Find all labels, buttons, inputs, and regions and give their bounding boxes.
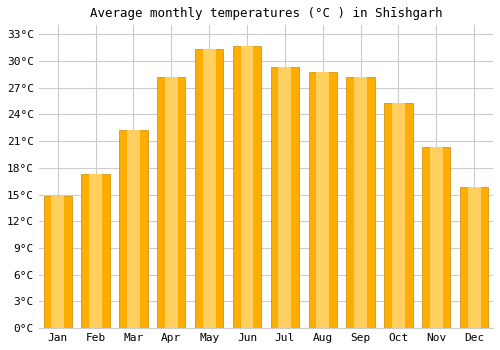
Bar xyxy=(233,46,261,328)
Bar xyxy=(346,77,375,328)
Bar xyxy=(157,77,186,328)
Bar xyxy=(278,67,291,328)
Bar xyxy=(468,188,480,328)
Bar xyxy=(422,147,450,328)
Bar xyxy=(119,130,148,328)
Bar xyxy=(82,174,110,328)
Bar xyxy=(203,49,215,328)
Bar xyxy=(270,67,299,328)
Title: Average monthly temperatures (°C ) in Shīshgarh: Average monthly temperatures (°C ) in Sh… xyxy=(90,7,442,20)
Bar xyxy=(308,72,337,328)
Bar xyxy=(195,49,224,328)
Bar xyxy=(240,46,254,328)
Bar xyxy=(165,77,177,328)
Bar xyxy=(460,188,488,328)
Bar xyxy=(316,72,329,328)
Bar xyxy=(430,147,442,328)
Bar xyxy=(392,103,405,328)
Bar xyxy=(354,77,367,328)
Bar xyxy=(89,174,102,328)
Bar xyxy=(44,196,72,328)
Bar xyxy=(52,196,64,328)
Bar xyxy=(384,103,412,328)
Bar xyxy=(127,130,140,328)
